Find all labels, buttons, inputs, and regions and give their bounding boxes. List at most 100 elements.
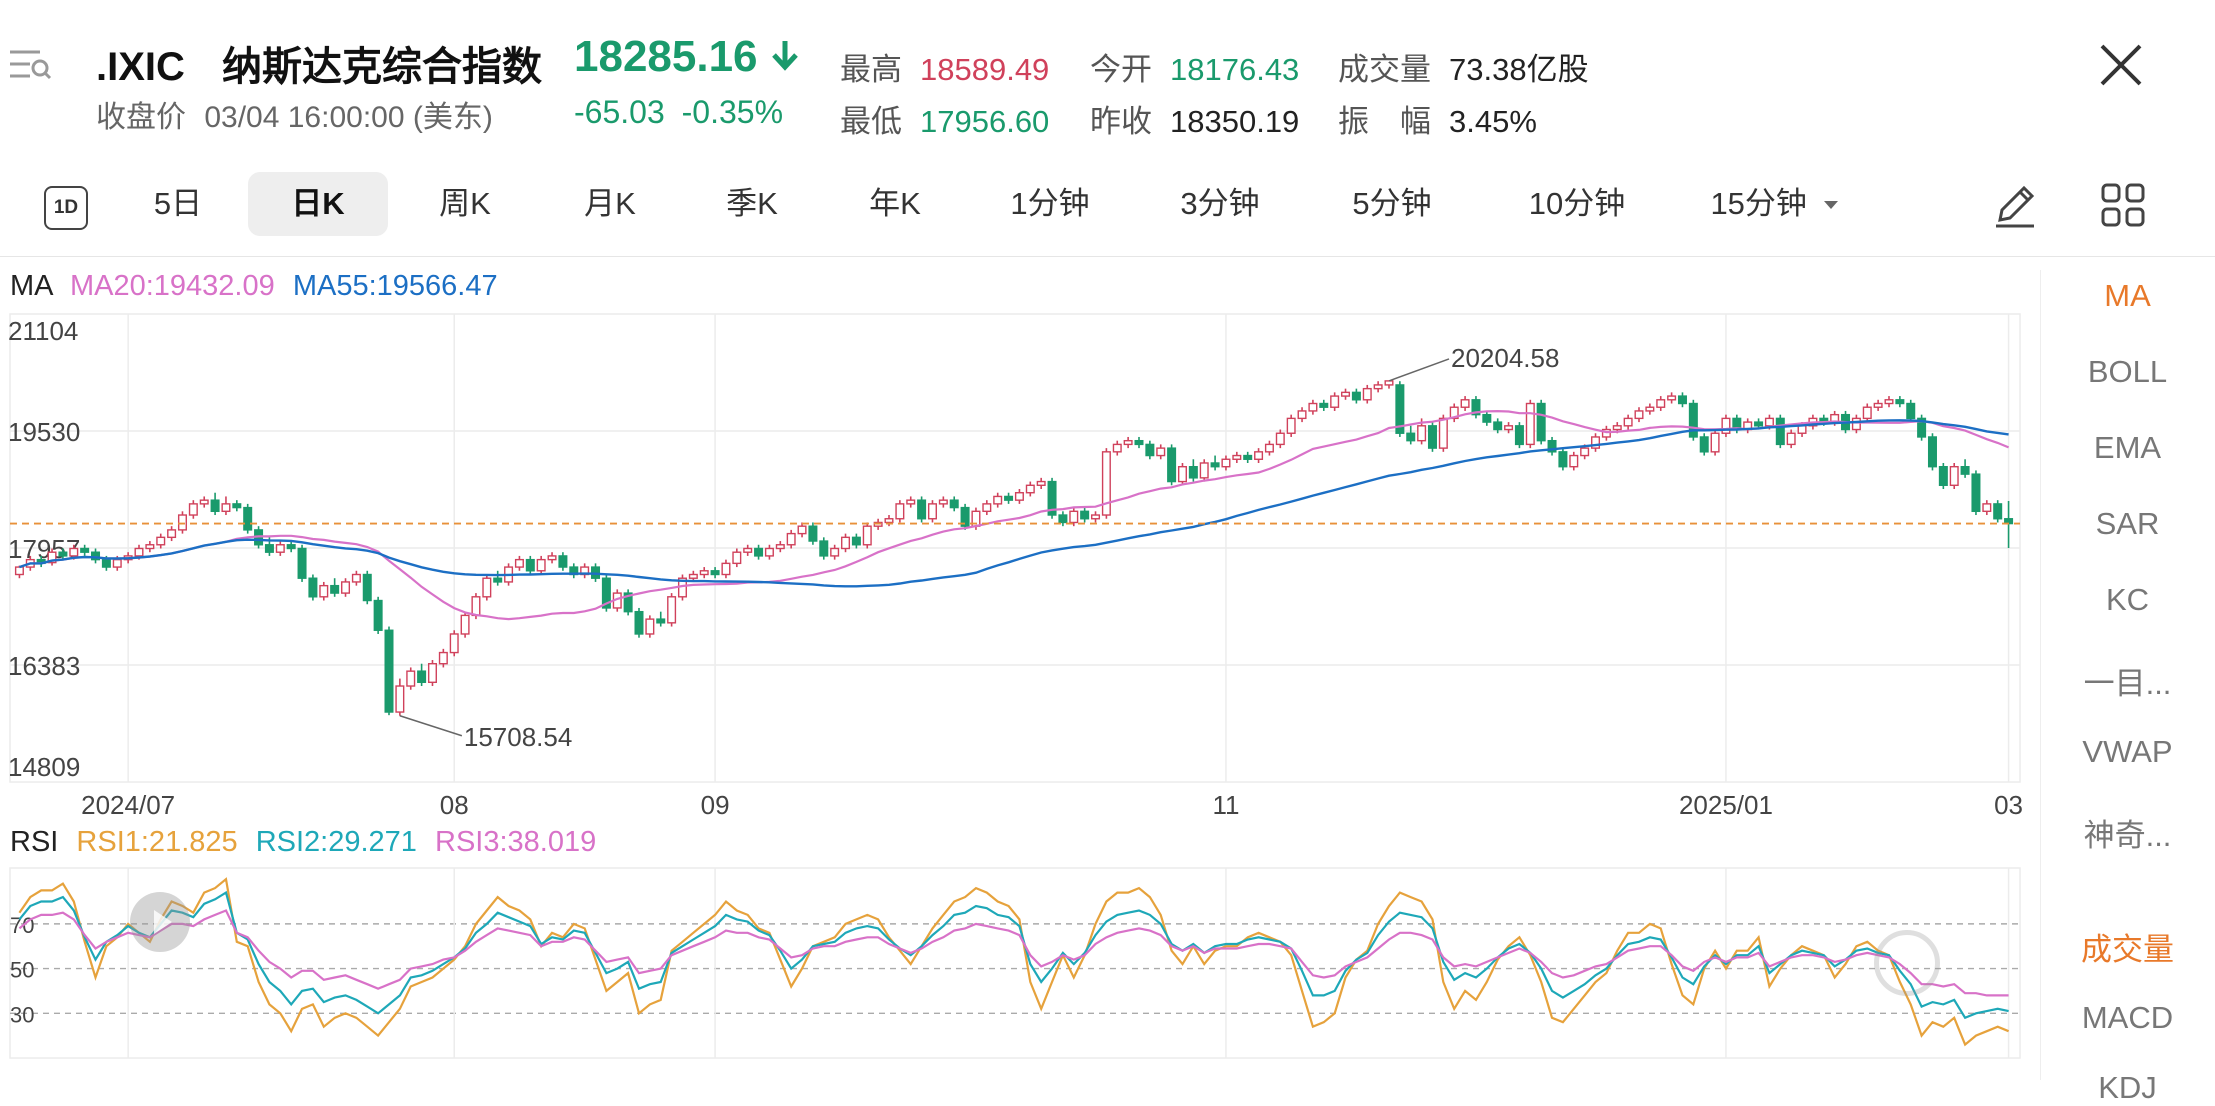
side-item-magic[interactable]: 神奇... [2083, 818, 2172, 853]
candle-body [80, 547, 90, 553]
close-icon[interactable] [2096, 40, 2146, 90]
close-label: 收盘价 [96, 101, 186, 134]
tab-3min[interactable]: 3分钟 [1180, 186, 1260, 221]
tab-monthly-k[interactable]: 月K [584, 186, 636, 221]
rsi-tick-label: 30 [10, 1002, 34, 1027]
candle-body [949, 499, 959, 509]
change-value: -65.03 [574, 94, 665, 130]
candle-body [1917, 417, 1927, 438]
candle-body [1960, 466, 1970, 475]
candle-body [1101, 451, 1111, 516]
stat-prev-close: 昨收 18350.19 [1090, 96, 1299, 141]
candle-body [438, 651, 448, 665]
tab-yearly-k[interactable]: 年K [869, 186, 921, 221]
close-time: 收盘价 03/04 16:00:00 (美东) [96, 92, 493, 136]
ma20-value: MA20:19432.09 [69, 270, 275, 302]
candle-body [808, 525, 818, 542]
candle-body [764, 547, 774, 557]
candle-body [558, 555, 568, 568]
side-item-boll[interactable]: BOLL [2087, 354, 2168, 389]
candle-body [1884, 399, 1894, 405]
stat-amplitude-label: 振 幅 [1338, 104, 1431, 139]
candle-body [449, 633, 459, 654]
candle-body [775, 544, 785, 550]
tab-5d[interactable]: 5日 [153, 186, 203, 221]
candle-body [1786, 432, 1796, 446]
tab-15min[interactable]: 15分钟 [1700, 172, 1850, 236]
candle-body [797, 525, 807, 535]
candle-body [1775, 417, 1785, 446]
candle-body [1427, 425, 1437, 449]
candle-body [754, 547, 764, 557]
side-item-ichimoku[interactable]: 一目... [2083, 666, 2172, 701]
tab-quarterly-k[interactable]: 季K [726, 186, 778, 221]
ma-legend[interactable]: MA MA20:19432.09 MA55:19566.47 [10, 270, 498, 303]
side-item-kc[interactable]: KC [2105, 582, 2150, 617]
candle-body [1210, 462, 1220, 468]
candle-body [917, 499, 927, 520]
candle-body [1069, 510, 1079, 524]
candle-body [1177, 466, 1187, 483]
candle-body [1275, 432, 1285, 446]
candle-body [308, 577, 318, 598]
candle-body [645, 618, 655, 635]
tab-1min[interactable]: 1分钟 [1010, 186, 1090, 221]
candle-body [341, 581, 351, 594]
side-item-volume[interactable]: 成交量 [2081, 932, 2174, 967]
candle-body [1243, 454, 1253, 460]
candle-body [58, 551, 68, 557]
rsi1-value: RSI1:21.825 [76, 826, 238, 858]
replay-button[interactable] [130, 892, 190, 952]
close-timestamp: 03/04 16:00:00 (美东) [204, 101, 493, 134]
candle-body [232, 503, 242, 509]
draw-pen-icon[interactable] [1990, 180, 2040, 235]
candle-body [1580, 447, 1590, 457]
grid-layout-icon[interactable] [2098, 180, 2148, 235]
candle-body [721, 562, 731, 576]
x-tick-label: 08 [440, 790, 469, 820]
candle-body [221, 503, 231, 513]
candle-body [384, 629, 394, 713]
candle-body [406, 670, 416, 687]
tab-10min[interactable]: 10分钟 [1528, 186, 1626, 221]
candle-body [275, 544, 285, 553]
candle-body [699, 570, 709, 576]
candle-body [841, 536, 851, 550]
stock-symbol: .IXIC [96, 45, 185, 89]
candle-body [906, 499, 916, 505]
tab-weekly-k[interactable]: 周K [439, 186, 491, 221]
candle-body [482, 577, 492, 598]
rsi-legend[interactable]: RSI RSI1:21.825 RSI2:29.271 RSI3:38.019 [10, 826, 596, 859]
candle-body [1373, 384, 1383, 390]
side-item-vwap[interactable]: VWAP [2082, 734, 2173, 769]
candle-body [1471, 399, 1481, 416]
candle-body [1645, 406, 1655, 412]
candle-body [1927, 436, 1937, 468]
period-tabs: 1D 5日 日K 周K 月K 季K 年K 1分钟 3分钟 5分钟 10分钟 15… [0, 172, 2215, 240]
side-item-macd[interactable]: MACD [2081, 1000, 2174, 1035]
side-item-sar[interactable]: SAR [2095, 506, 2160, 541]
candlestick-series [14, 380, 2014, 716]
side-item-kdj[interactable]: KDJ [2098, 1070, 2157, 1105]
ma55-line [19, 419, 2009, 588]
tab-5min[interactable]: 5分钟 [1352, 186, 1432, 221]
side-item-ma[interactable]: MA [2104, 278, 2151, 313]
candle-body [188, 503, 198, 516]
candle-body [1417, 425, 1427, 442]
candle-body [1330, 395, 1340, 408]
tab-1d[interactable]: 1D [44, 186, 88, 230]
candle-body [830, 547, 840, 557]
arrow-down-icon [771, 41, 798, 71]
side-item-ema[interactable]: EMA [2093, 430, 2162, 465]
stat-volume-label: 成交量 [1338, 52, 1431, 87]
tab-daily-k[interactable]: 日K [248, 172, 388, 236]
candle-body [1895, 399, 1905, 405]
candle-body [1188, 466, 1198, 479]
candle-body [362, 573, 372, 602]
low-annotation-label: 15708.54 [464, 722, 572, 752]
price-value: 18285.16 [574, 32, 758, 81]
candle-body [1971, 473, 1981, 513]
menu-icon[interactable] [8, 44, 52, 84]
x-tick-label: 11 [1212, 790, 1239, 820]
